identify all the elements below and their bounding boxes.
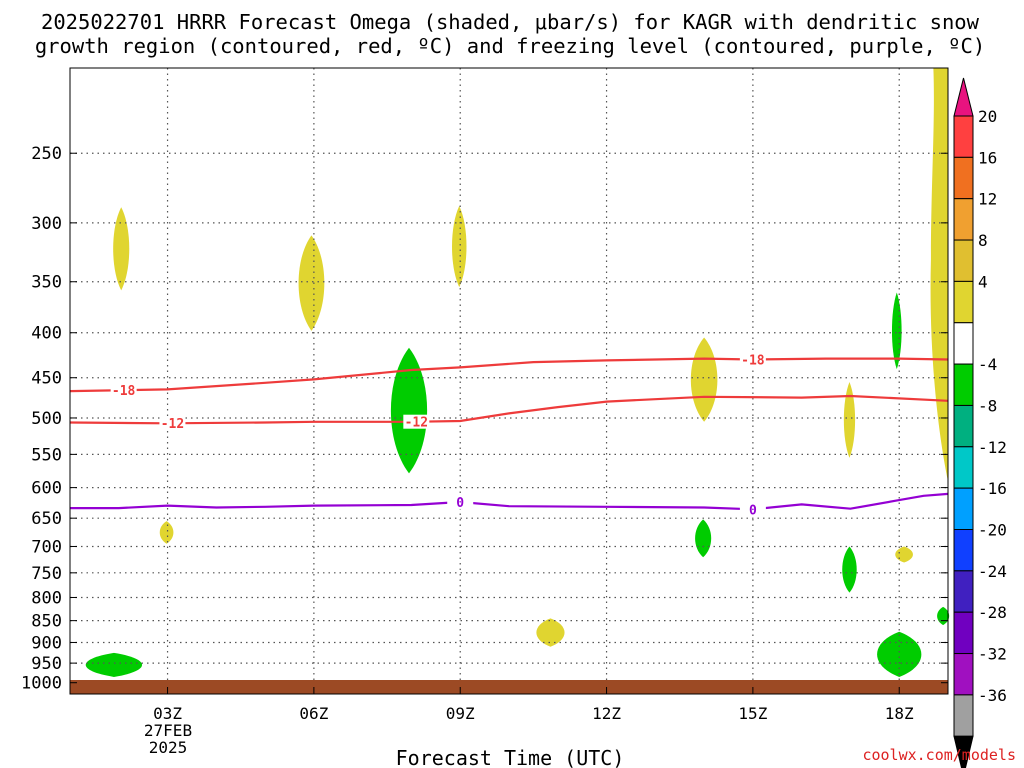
sinking-motion-region-2: [452, 205, 467, 288]
colorbar-swatch-13: [953, 611, 974, 655]
sinking-motion-region-7: [843, 381, 856, 458]
contour-label-bg-1-0: [159, 416, 186, 431]
colorbar-bottom-triangle: [953, 735, 974, 768]
contour-label-2-0: 0: [456, 496, 464, 511]
colorbar-label-10: -24: [978, 562, 1007, 581]
colorbar-label-13: -36: [978, 686, 1007, 705]
colorbar-swatch-12: [953, 570, 974, 613]
colorbar-swatch-10: [953, 487, 974, 530]
colorbar-top-triangle: [953, 77, 974, 117]
colorbar-swatch-6: [953, 322, 974, 365]
x-axis-date-year: 2025: [149, 738, 188, 757]
y-tick-label-300: 300: [31, 214, 62, 234]
colorbar-label-7: -12: [978, 438, 1007, 457]
y-tick-label-1000: 1000: [21, 674, 62, 694]
colorbar-swatch-14: [953, 653, 974, 696]
x-tick-label-4: 15Z: [738, 704, 767, 723]
x-axis-title: Forecast Time (UTC): [396, 746, 625, 768]
sinking-motion-region-1: [298, 235, 325, 331]
sinking-motion-region-0: [113, 207, 130, 291]
colorbar-swatch-11: [953, 529, 974, 572]
sinking-motion-region-11: [536, 618, 565, 647]
colorbar-label-12: -32: [978, 645, 1007, 664]
colorbar-swatch-7: [953, 363, 974, 406]
colorbar: 20 16 12 8 4 -4 -8 -12 -16 -20 -24 -28 -32 -36: [953, 77, 1007, 768]
colorbar-label-3: 8: [978, 231, 988, 250]
y-axis: 2503003504004505005506006507007508008509…: [21, 144, 948, 694]
contour-label-1-1: -12: [405, 416, 428, 431]
colorbar-label-4: 4: [978, 272, 988, 291]
colorbar-label-6: -8: [978, 396, 997, 415]
rising-motion-region-4: [390, 347, 428, 474]
chart-title-line1: 2025022701 HRRR Forecast Omega (shaded, …: [41, 10, 980, 34]
rising-motion-region-9: [842, 546, 857, 593]
x-tick-label-2: 09Z: [446, 704, 475, 723]
plot-frame: [69, 67, 949, 695]
sinking-motion-region-3: [159, 521, 174, 544]
y-tick-label-600: 600: [31, 479, 62, 499]
y-tick-label-450: 450: [31, 369, 62, 389]
contour-lines: -18 -18 -12 -12 0 0: [69, 352, 949, 518]
ground-bar: [70, 680, 948, 694]
y-tick-label-800: 800: [31, 588, 62, 608]
contour-label-2-1: 0: [749, 503, 757, 518]
colorbar-swatch-4: [953, 239, 974, 282]
colorbar-label-9: -20: [978, 521, 1007, 540]
contour-line-2: [70, 492, 949, 511]
chart-title-line2: growth region (contoured, red, ºC) and f…: [35, 34, 985, 58]
contour-label-bg-0-1: [739, 352, 766, 367]
x-tick-label-0: 03Z: [153, 704, 182, 723]
grid-lines: [70, 68, 948, 694]
y-tick-label-250: 250: [31, 144, 62, 164]
credit-text: coolwx.com/models: [862, 746, 1016, 764]
y-tick-label-350: 350: [31, 273, 62, 293]
y-tick-label-850: 850: [31, 612, 62, 632]
sinking-motion-region-10: [895, 546, 913, 563]
contour-label-bg-1-1: [403, 414, 430, 429]
colorbar-swatch-3: [953, 198, 974, 241]
colorbar-label-8: -16: [978, 479, 1007, 498]
colorbar-label-1: 16: [978, 148, 997, 167]
contour-label-0-1: -18: [741, 353, 765, 368]
omega-shading: [85, 68, 950, 677]
rising-motion-region-6: [695, 519, 712, 558]
contour-label-bg-0-0: [110, 383, 137, 398]
colorbar-label-11: -28: [978, 603, 1007, 622]
colorbar-label-2: 12: [978, 190, 997, 209]
rising-motion-region-14: [937, 606, 950, 626]
y-tick-label-750: 750: [31, 564, 62, 584]
contour-line-0: [69, 357, 949, 393]
x-tick-label-5: 18Z: [885, 704, 914, 723]
y-tick-label-400: 400: [31, 324, 62, 344]
colorbar-swatch-9: [953, 446, 974, 489]
sinking-motion-region-5: [690, 337, 718, 422]
y-tick-label-950: 950: [31, 654, 62, 674]
contour-label-bg-2-1: [739, 502, 766, 517]
colorbar-label-0: 20: [978, 107, 997, 126]
y-tick-label-900: 900: [31, 633, 62, 653]
contour-label-1-0: -12: [161, 417, 184, 432]
colorbar-swatch-8: [953, 404, 974, 448]
colorbar-swatch-1: [953, 115, 974, 158]
contour-label-0-0: -18: [112, 384, 136, 399]
contour-label-bg-2-0: [447, 494, 474, 509]
colorbar-swatch-5: [953, 280, 974, 324]
y-tick-label-700: 700: [31, 537, 62, 557]
x-tick-label-3: 12Z: [592, 704, 621, 723]
x-tick-label-1: 06Z: [299, 704, 328, 723]
colorbar-swatch-2: [953, 156, 974, 200]
contour-line-1: [69, 394, 949, 425]
rising-motion-region-13: [877, 631, 922, 677]
x-axis-date-day: 27FEB: [144, 721, 192, 740]
colorbar-label-5: -4: [978, 355, 997, 374]
y-tick-label-650: 650: [31, 509, 62, 529]
rising-motion-region-12: [85, 652, 143, 677]
sinking-motion-region-edge: [930, 68, 948, 482]
y-tick-label-500: 500: [31, 409, 62, 429]
x-axis: 03Z 06Z 09Z 12Z 15Z 18Z: [153, 687, 914, 723]
y-tick-label-550: 550: [31, 445, 62, 465]
colorbar-swatch-15: [953, 694, 974, 737]
